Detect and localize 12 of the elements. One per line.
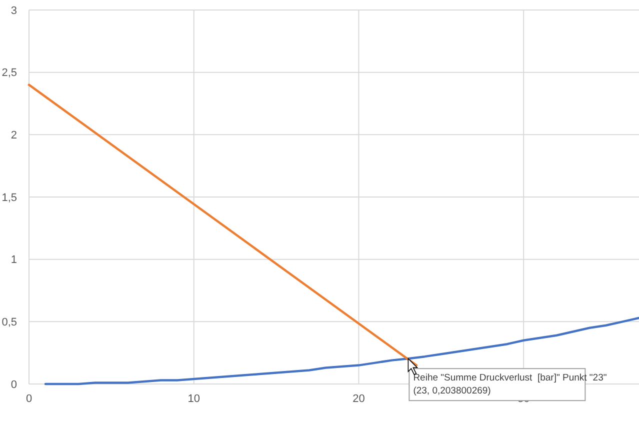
y-tick-label: 2 [10, 130, 17, 142]
y-tick-label: 1 [10, 254, 17, 266]
x-tick-label: 0 [26, 393, 32, 405]
y-tick-label: 0,5 [2, 316, 17, 329]
x-tick-label: 10 [188, 393, 200, 405]
y-tick-label: 3 [10, 4, 17, 17]
y-tick-label: 2,5 [2, 67, 17, 80]
y-tick-label: 0 [10, 378, 17, 391]
annotation: Reihe "Summe Druckverlust [bar]" Punkt "23" (23, 0,203800269) [413, 372, 607, 397]
line-series [44, 316, 639, 386]
x-tick-label: 20 [352, 393, 365, 405]
y-tick-label: 1,5 [2, 192, 17, 204]
